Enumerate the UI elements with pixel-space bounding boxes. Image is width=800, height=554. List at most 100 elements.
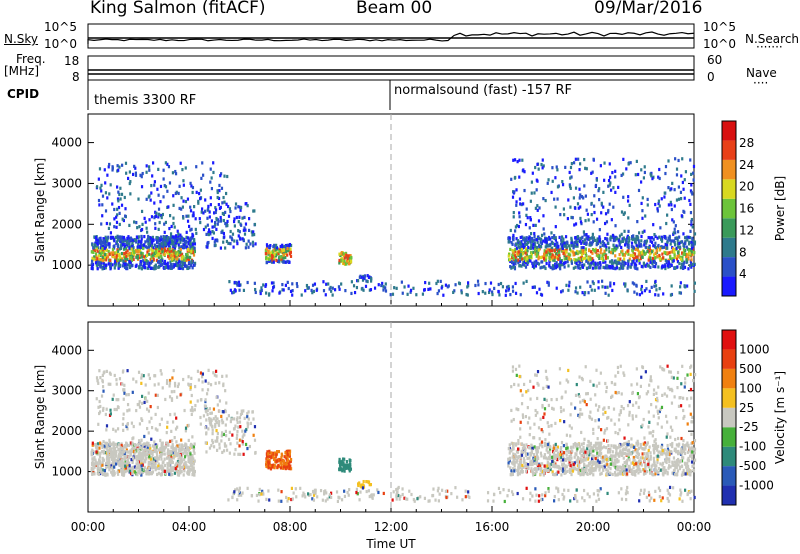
- data-cell: [516, 450, 519, 454]
- data-cell: [175, 395, 179, 399]
- data-cell: [158, 250, 161, 254]
- data-cell: [240, 409, 243, 413]
- data-cell: [181, 465, 184, 469]
- data-cell: [205, 410, 208, 414]
- data-cell: [147, 245, 151, 249]
- data-cell: [675, 236, 678, 240]
- data-cell: [98, 251, 101, 255]
- data-cell: [240, 223, 243, 227]
- data-cell: [658, 253, 661, 258]
- data-cell: [672, 259, 675, 263]
- data-cell: [162, 445, 166, 449]
- data-cell: [237, 229, 240, 233]
- data-cell: [574, 286, 578, 290]
- data-cell: [225, 444, 228, 448]
- data-cell: [526, 216, 529, 220]
- data-cell: [673, 255, 676, 259]
- data-cell: [177, 457, 180, 461]
- data-cell: [542, 164, 545, 168]
- data-cell: [291, 293, 294, 297]
- data-cell: [126, 460, 129, 464]
- data-cell: [253, 232, 256, 237]
- data-cell: [98, 258, 101, 262]
- data-cell: [654, 279, 657, 284]
- data-cell: [105, 457, 109, 461]
- data-cell: [222, 449, 226, 453]
- data-cell: [643, 441, 647, 445]
- data-cell: [152, 257, 155, 261]
- data-cell: [267, 465, 270, 469]
- data-cell: [537, 167, 540, 171]
- data-cell: [225, 433, 228, 438]
- data-cell: [645, 241, 648, 245]
- data-cell: [565, 250, 568, 254]
- data-cell: [143, 400, 146, 405]
- data-cell: [104, 243, 108, 247]
- data-cell: [553, 236, 556, 240]
- data-cell: [532, 223, 535, 227]
- data-cell: [143, 265, 146, 270]
- data-cell: [163, 448, 166, 452]
- data-cell: [578, 168, 581, 172]
- data-cell: [654, 246, 657, 250]
- data-cell: [681, 258, 684, 263]
- data-cell: [158, 422, 162, 427]
- data-cell: [175, 234, 178, 238]
- data-cell: [347, 463, 350, 467]
- data-cell: [229, 242, 232, 246]
- data-cell: [466, 285, 469, 289]
- data-cell: [122, 259, 125, 263]
- data-cell: [230, 236, 233, 240]
- data-cell: [126, 249, 129, 253]
- data-cell: [561, 179, 564, 184]
- data-cell: [141, 222, 144, 226]
- data-cell: [140, 438, 143, 442]
- data-cell: [160, 417, 163, 421]
- data-cell: [96, 463, 99, 467]
- data-cell: [644, 264, 647, 268]
- data-cell: [154, 263, 157, 267]
- data-cell: [92, 246, 96, 250]
- data-cell: [140, 240, 143, 244]
- data-cell: [214, 439, 217, 443]
- data-cell: [546, 181, 549, 185]
- data-cell: [220, 186, 224, 190]
- data-cell: [691, 225, 694, 229]
- data-cell: [127, 450, 130, 454]
- data-cell: [225, 374, 228, 378]
- data-cell: [178, 246, 181, 250]
- data-cell: [264, 284, 267, 288]
- data-cell: [109, 408, 112, 412]
- data-cell: [669, 256, 672, 260]
- data-cell: [128, 223, 131, 228]
- data-cell: [564, 260, 567, 265]
- data-cell: [275, 246, 279, 250]
- data-cell: [182, 183, 185, 187]
- data-cell: [123, 245, 126, 249]
- data-cell: [242, 288, 246, 292]
- data-cell: [140, 453, 143, 457]
- data-cell: [245, 427, 248, 432]
- data-cell: [201, 161, 204, 165]
- data-cell: [106, 196, 109, 200]
- data-cell: [131, 471, 134, 475]
- data-cell: [522, 260, 525, 265]
- data-cell: [259, 289, 262, 293]
- data-cell: [155, 450, 159, 454]
- data-cell: [103, 168, 106, 172]
- data-cell: [304, 289, 307, 293]
- data-cell: [184, 462, 187, 467]
- data-cell: [216, 189, 219, 193]
- data-cell: [113, 456, 116, 461]
- data-cell: [112, 454, 115, 458]
- data-cell: [559, 260, 563, 264]
- data-cell: [590, 261, 593, 265]
- data-cell: [180, 245, 183, 249]
- data-cell: [341, 459, 344, 463]
- data-cell: [96, 240, 99, 244]
- data-cell: [157, 462, 160, 466]
- data-cell: [545, 256, 548, 260]
- data-cell: [169, 469, 172, 474]
- data-cell: [678, 241, 681, 246]
- data-cell: [192, 449, 195, 453]
